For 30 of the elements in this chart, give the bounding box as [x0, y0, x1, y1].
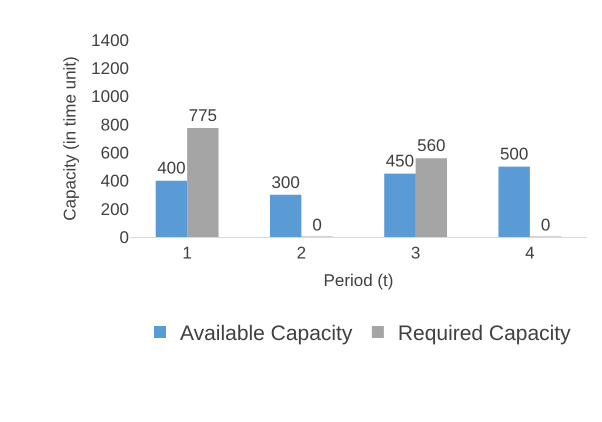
- data-label: 500: [500, 144, 528, 164]
- legend-label: Available Capacity: [180, 322, 353, 346]
- bar: [156, 180, 188, 237]
- y-tick-label: 800: [100, 115, 129, 134]
- data-label: 0: [540, 216, 550, 234]
- data-label: 450: [386, 152, 414, 171]
- bar: [384, 174, 416, 237]
- bar: [270, 194, 302, 237]
- y-tick-label: 1000: [91, 87, 129, 106]
- y-tick-label: 200: [100, 200, 129, 219]
- x-tick-label: 2: [296, 243, 306, 262]
- y-tick-label: 0: [120, 228, 129, 247]
- x-tick-label: 3: [410, 243, 420, 262]
- bar: [416, 158, 448, 237]
- data-label: 0: [312, 216, 322, 234]
- data-label: 300: [271, 172, 300, 192]
- bar: [187, 128, 219, 237]
- y-tick-label: 400: [100, 172, 129, 191]
- bar: [498, 166, 530, 237]
- y-tick-label: 1400: [91, 30, 129, 50]
- y-axis-title: Capacity (in time unit): [60, 56, 80, 221]
- data-label: 400: [157, 158, 186, 178]
- x-tick-label: 4: [525, 243, 535, 262]
- data-label: 560: [417, 136, 446, 156]
- y-tick-label: 1200: [91, 59, 129, 78]
- y-tick-label: 600: [100, 144, 129, 163]
- x-tick-label: 1: [182, 243, 192, 262]
- x-axis-title: Period (t): [324, 270, 394, 290]
- data-label: 775: [188, 106, 218, 125]
- legend-label: Required Capacity: [398, 322, 572, 346]
